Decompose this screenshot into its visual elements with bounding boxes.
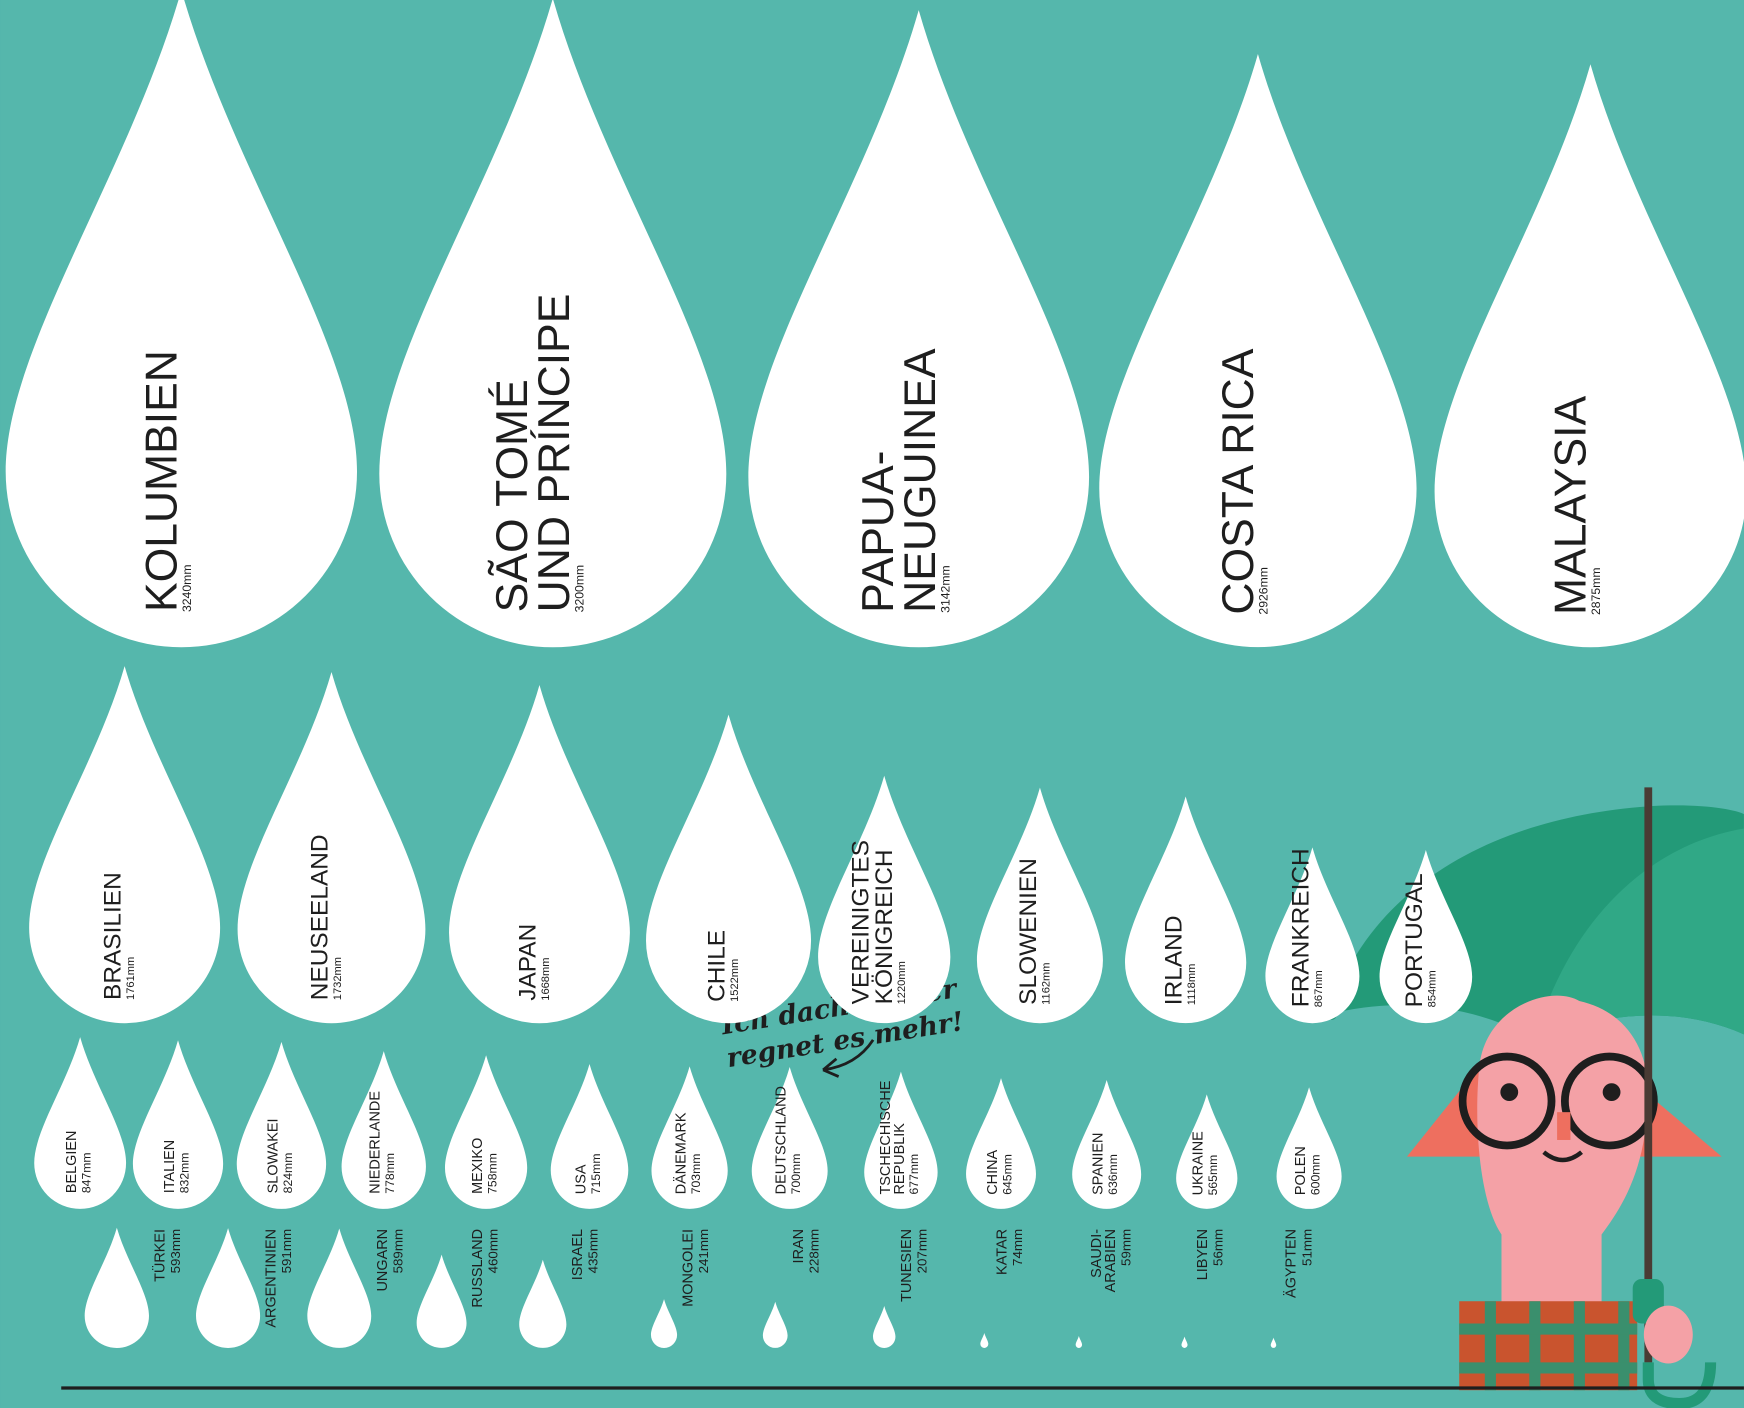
- country-name: ÄGYPTEN: [1283, 1229, 1300, 1298]
- value-label: 1732mm: [332, 957, 344, 1000]
- value-label: 2875mm: [1589, 567, 1603, 615]
- value-label: 1220mm: [896, 961, 908, 1004]
- value-label: 854mm: [1426, 970, 1438, 1007]
- value-label: 3200mm: [573, 565, 587, 613]
- value-label: 1761mm: [125, 957, 137, 1000]
- country-name: CHINA: [985, 1149, 1001, 1194]
- value-label: 645mm: [1000, 1154, 1014, 1195]
- country-name: ITALIEN: [162, 1140, 178, 1193]
- country-name: PORTUGAL: [1401, 873, 1428, 1007]
- country-name: USA: [573, 1164, 589, 1194]
- value-label: 241mm: [696, 1229, 711, 1273]
- country-name: UKRAINE: [1191, 1131, 1207, 1196]
- country-name: DÄNEMARK: [673, 1112, 690, 1194]
- value-label: 593mm: [168, 1229, 183, 1273]
- country-name: IRLAND: [1161, 916, 1188, 1006]
- value-label: 2926mm: [1257, 567, 1271, 615]
- value-label: 677mm: [907, 1154, 921, 1195]
- country-name: ARGENTINIEN: [264, 1229, 280, 1328]
- value-label: 1118mm: [1186, 964, 1198, 1006]
- value-label: 1522mm: [729, 959, 741, 1002]
- value-label: 460mm: [486, 1229, 501, 1273]
- value-label: 74mm: [1010, 1229, 1025, 1266]
- value-label: 1668mm: [540, 957, 552, 1000]
- value-label: 59mm: [1118, 1229, 1133, 1266]
- value-label: 591mm: [279, 1229, 294, 1273]
- country-name: SLOWENIEN: [1015, 858, 1042, 1005]
- value-label: 832mm: [177, 1153, 191, 1194]
- eye: [1603, 1083, 1621, 1101]
- value-label: 778mm: [383, 1153, 397, 1194]
- country-name: DEUTSCHLAND: [774, 1086, 790, 1194]
- value-label: 228mm: [807, 1229, 822, 1273]
- value-label: 56mm: [1210, 1229, 1225, 1266]
- value-label: 1162mm: [1040, 962, 1052, 1004]
- value-label: 636mm: [1106, 1154, 1120, 1195]
- country-name: IRAN: [791, 1229, 807, 1264]
- value-label: 589mm: [390, 1229, 405, 1273]
- country-name: VEREINIGTESKÖNIGREICH: [848, 840, 898, 1004]
- value-label: 824mm: [281, 1153, 295, 1194]
- country-name: TÜRKEI: [151, 1229, 169, 1282]
- country-name: NIEDERLANDE: [368, 1091, 384, 1194]
- country-name: FRANKREICH: [1287, 848, 1314, 1007]
- country-name: BELGIEN: [64, 1131, 80, 1194]
- country-name: SLOWAKEI: [265, 1118, 281, 1193]
- value-label: 703mm: [689, 1154, 703, 1195]
- country-name: CHILE: [704, 930, 731, 1002]
- country-name: LIBYEN: [1195, 1229, 1211, 1280]
- drop-label: KOLUMBIEN3240mm: [138, 350, 194, 612]
- country-name: SPANIEN: [1091, 1133, 1107, 1195]
- value-label: 435mm: [586, 1229, 601, 1273]
- country-name: NEUSEELAND: [307, 834, 334, 1000]
- country-name: MONGOLEI: [681, 1229, 697, 1307]
- country-name: ISRAEL: [570, 1229, 586, 1280]
- country-name: POLEN: [1293, 1146, 1309, 1195]
- value-label: 207mm: [915, 1229, 930, 1273]
- value-label: 3142mm: [939, 565, 953, 613]
- country-name: JAPAN: [515, 924, 542, 1001]
- country-name: UNGARN: [375, 1229, 391, 1292]
- value-label: 867mm: [1313, 970, 1325, 1007]
- value-label: 715mm: [589, 1153, 603, 1194]
- hand: [1644, 1306, 1693, 1364]
- value-label: 758mm: [486, 1153, 500, 1194]
- value-label: 847mm: [80, 1152, 94, 1193]
- value-label: 51mm: [1299, 1229, 1314, 1266]
- value-label: 600mm: [1309, 1154, 1323, 1195]
- eye: [1500, 1083, 1518, 1101]
- country-name: RUSSLAND: [470, 1229, 486, 1308]
- value-label: 565mm: [1206, 1155, 1220, 1196]
- country-name: MEXIKO: [470, 1138, 486, 1194]
- chart: Ich dachte, hierregnet es mehr! KOLUMBIE…: [0, 0, 1744, 1408]
- page: {"chart_data": {"type": "drop", "annotat…: [0, 0, 1744, 1408]
- value-label: 700mm: [789, 1154, 803, 1195]
- value-label: 3240mm: [180, 564, 194, 612]
- country-name: TUNESIEN: [899, 1229, 915, 1302]
- country-name: KATAR: [995, 1229, 1011, 1275]
- country-name: BRASILIEN: [100, 872, 127, 1000]
- nose: [1557, 1112, 1570, 1140]
